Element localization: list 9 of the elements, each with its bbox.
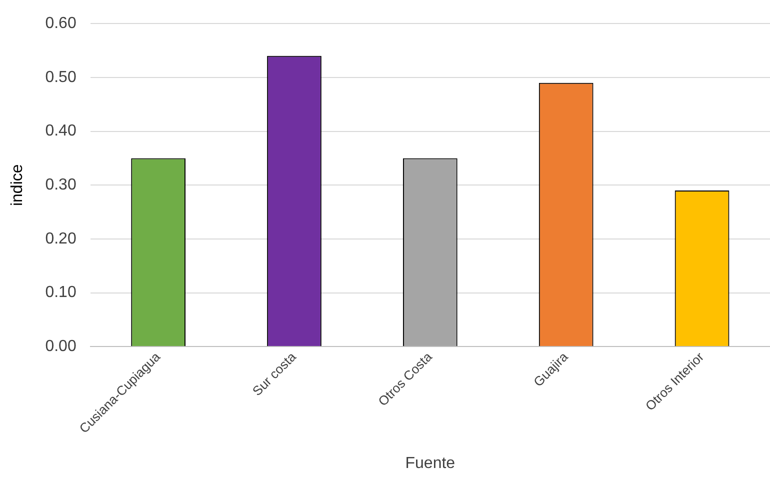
y-tick-label: 0.20 — [45, 230, 76, 248]
y-tick-label: 0.10 — [45, 284, 76, 302]
x-axis-title: Fuente — [405, 454, 456, 472]
y-tick-label: 0.30 — [45, 176, 76, 194]
y-tick-label: 0.00 — [45, 338, 76, 356]
y-tick-label: 0.60 — [45, 15, 76, 32]
y-axis-title: indice — [9, 164, 26, 206]
y-tick-label: 0.40 — [45, 122, 76, 140]
y-tick-label: 0.50 — [45, 68, 76, 86]
